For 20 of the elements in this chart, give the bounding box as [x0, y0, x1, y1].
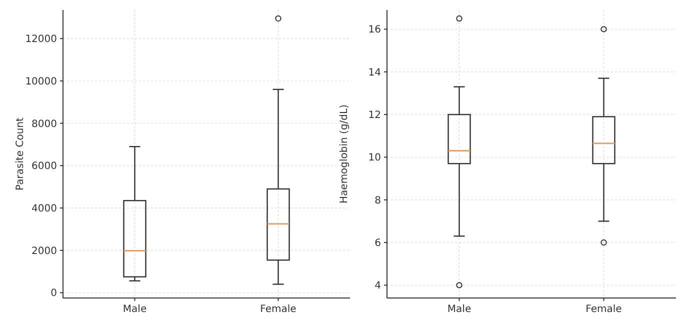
y-tick-label: 8: [374, 195, 381, 206]
y-tick-label: 6000: [32, 161, 57, 172]
y-tick-label: 16: [368, 24, 381, 36]
y-tick-label: 10: [368, 152, 381, 164]
y-tick-label: 4000: [32, 204, 57, 214]
x-tick-label: Male: [447, 304, 472, 315]
y-tick-label: 2000: [32, 246, 57, 257]
y-axis-title: Haemoglobin (g/dL): [339, 104, 350, 204]
y-axis-title: Parasite Count: [15, 117, 26, 190]
x-tick-label: Female: [586, 304, 622, 315]
y-tick-label: 14: [368, 67, 381, 78]
x-tick-label: Female: [260, 304, 296, 315]
y-tick-label: 0: [50, 288, 57, 300]
x-tick-label: Male: [122, 304, 147, 315]
y-tick-label: 6: [374, 238, 381, 250]
y-tick-label: 4: [374, 280, 381, 292]
y-tick-label: 10000: [25, 76, 57, 88]
y-tick-label: 12: [368, 110, 381, 122]
y-tick-label: 12000: [25, 34, 57, 46]
y-tick-label: 8000: [32, 118, 57, 130]
